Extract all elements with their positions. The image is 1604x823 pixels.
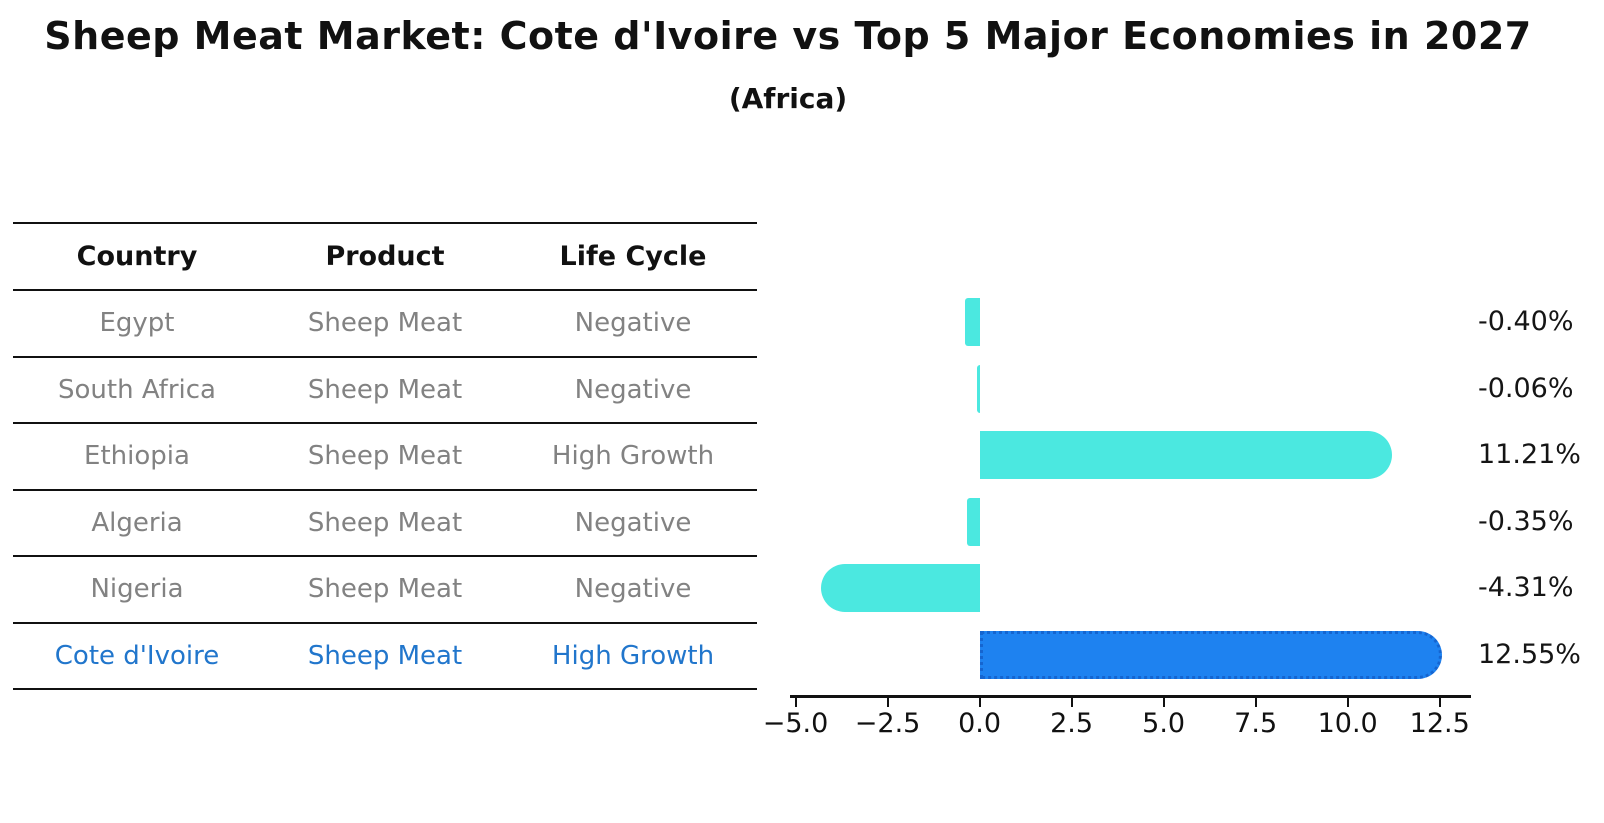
x-tick-label: 10.0	[1317, 708, 1378, 739]
cell-product: Sheep Meat	[307, 308, 463, 339]
value-label: -4.31%	[1478, 572, 1574, 604]
chart-subtitle: (Africa)	[728, 82, 848, 115]
cell-lifecycle: Negative	[574, 308, 692, 339]
x-tick-mark	[1254, 698, 1258, 707]
table-row: Cote d'Ivoire Sheep Meat High Growth	[13, 624, 757, 690]
x-tick-mark	[1438, 698, 1442, 707]
x-tick-mark	[978, 698, 982, 707]
bar-egypt	[964, 298, 980, 347]
x-tick-label: 7.5	[1234, 708, 1278, 739]
cell-lifecycle: High Growth	[551, 441, 715, 472]
cell-product: Sheep Meat	[307, 507, 463, 538]
cell-lifecycle: High Growth	[551, 640, 715, 671]
table-row: Ethiopia Sheep Meat High Growth	[13, 424, 757, 491]
value-label: -0.06%	[1478, 372, 1574, 404]
x-tick-label: 12.5	[1409, 708, 1470, 739]
chart-title: Sheep Meat Market: Cote d'Ivoire vs Top …	[44, 14, 1532, 58]
table-row: Algeria Sheep Meat Negative	[13, 491, 757, 557]
cell-lifecycle: Negative	[574, 574, 692, 605]
cell-country: Cote d'Ivoire	[54, 640, 220, 671]
cell-country: Algeria	[91, 507, 183, 538]
bar-nigeria	[820, 564, 980, 613]
cell-country: South Africa	[58, 374, 216, 405]
x-tick-label: 5.0	[1142, 708, 1186, 739]
bar-south-africa	[977, 364, 980, 413]
cell-product: Sheep Meat	[307, 574, 463, 605]
x-tick-mark	[1346, 698, 1350, 707]
x-tick-label: 2.5	[1050, 708, 1094, 739]
value-label: 11.21%	[1478, 439, 1581, 471]
bar-cote-d-ivoire	[979, 630, 1442, 679]
x-axis-spine	[790, 695, 1471, 698]
x-tick-mark	[1070, 698, 1074, 707]
bar-algeria	[966, 497, 980, 546]
x-tick-label: 0.0	[958, 708, 1002, 739]
value-label: -0.35%	[1478, 505, 1574, 537]
table-body: Egypt Sheep Meat Negative South Africa Sheep…	[13, 291, 757, 690]
x-tick-mark	[1162, 698, 1166, 707]
cell-country: Egypt	[99, 308, 175, 339]
x-tick-label: −5.0	[762, 708, 829, 739]
column-header-country: Country	[76, 241, 198, 272]
comparison-table: Country Product Life Cycle Egypt Sheep Me…	[13, 222, 757, 690]
bar-ethiopia	[979, 431, 1393, 480]
cell-product: Sheep Meat	[307, 374, 463, 405]
x-tick-mark	[794, 698, 798, 707]
x-tick-mark	[886, 698, 890, 707]
column-header-product: Product	[325, 241, 445, 272]
value-label: 12.55%	[1478, 638, 1581, 670]
table-row: Nigeria Sheep Meat Negative	[13, 557, 757, 624]
cell-country: Nigeria	[90, 574, 184, 605]
table-row: Egypt Sheep Meat Negative	[13, 291, 757, 358]
cell-product: Sheep Meat	[307, 640, 463, 671]
table-row: South Africa Sheep Meat Negative	[13, 358, 757, 424]
value-label: -0.40%	[1478, 306, 1574, 338]
cell-lifecycle: Negative	[574, 507, 692, 538]
x-tick-label: −2.5	[854, 708, 921, 739]
cell-product: Sheep Meat	[307, 441, 463, 472]
table-header-row: Country Product Life Cycle	[13, 224, 757, 291]
column-header-lifecycle: Life Cycle	[559, 241, 707, 272]
cell-country: Ethiopia	[84, 441, 190, 472]
cell-lifecycle: Negative	[574, 374, 692, 405]
